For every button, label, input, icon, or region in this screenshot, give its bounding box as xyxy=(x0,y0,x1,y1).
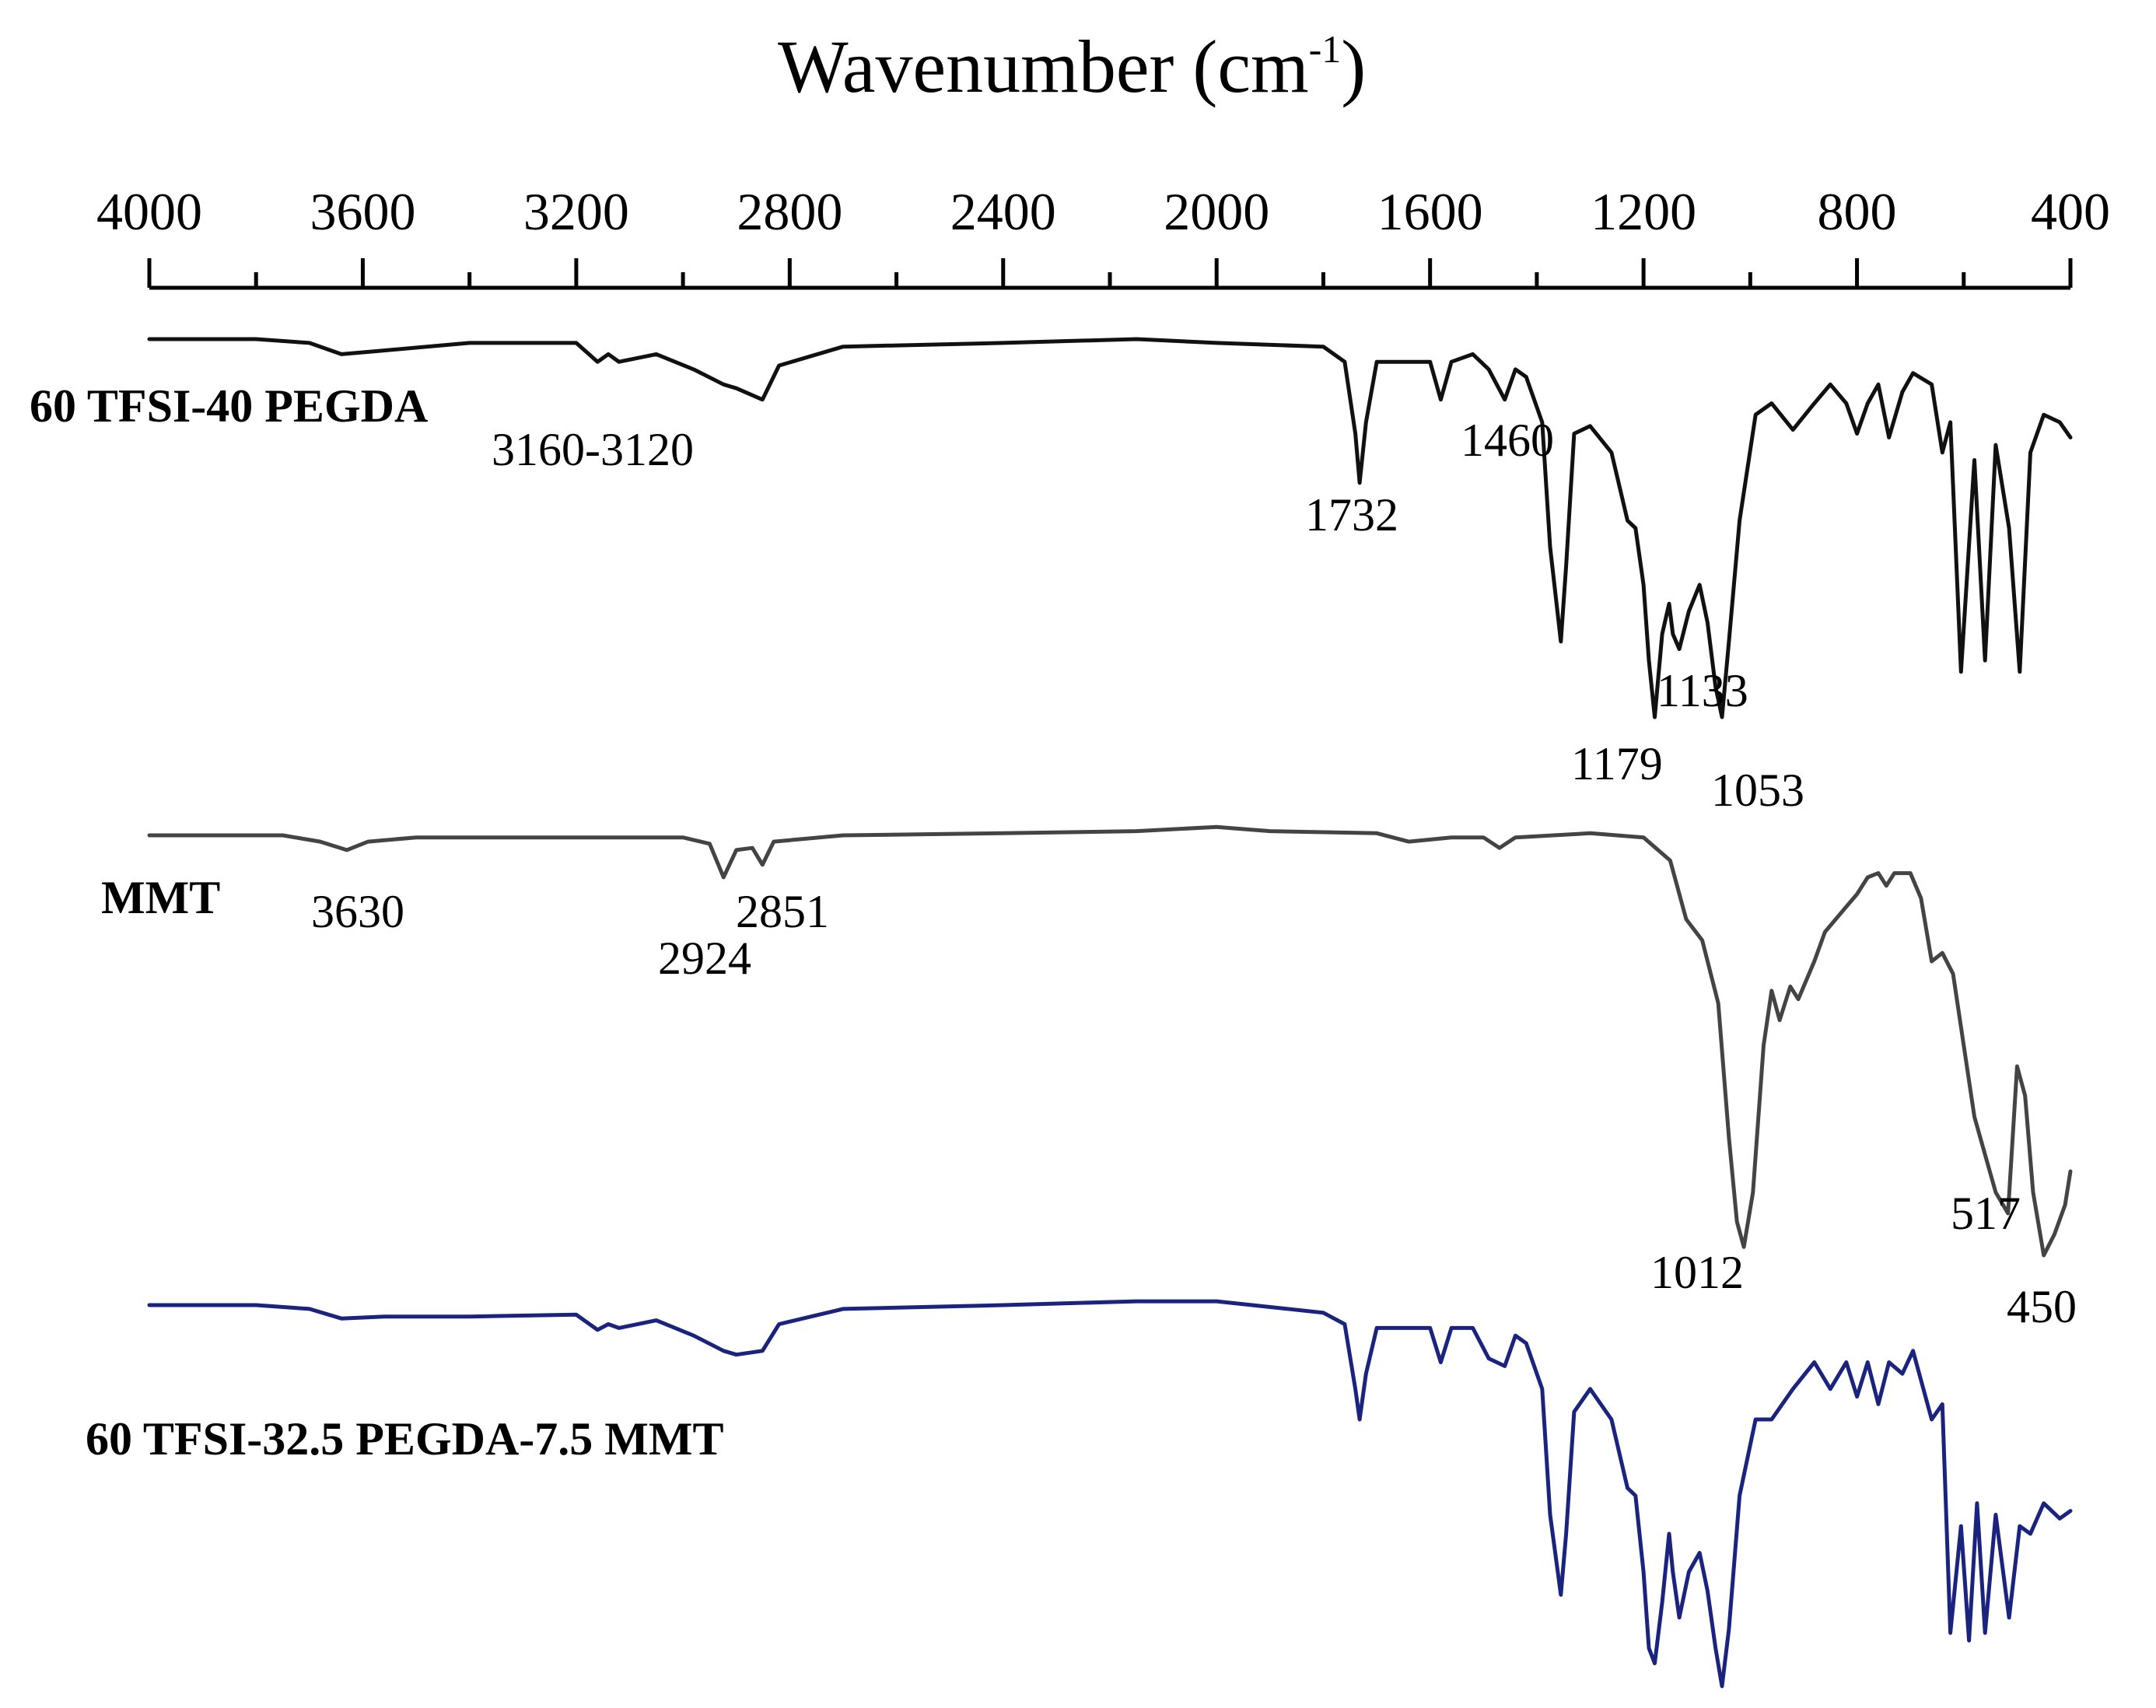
x-axis: 4000 3600 3200 2800 2400 2000 1600 1200 800 400 xyxy=(96,182,2110,290)
x-axis-title: Wavenumber (cm-1) xyxy=(778,25,1366,108)
x-tick-label: 800 xyxy=(1818,182,1897,241)
series-line-3 xyxy=(147,1299,2073,1689)
peak-label: 1012 xyxy=(1650,1247,1744,1298)
series-labels: 60 TFSI-40 PEGDA MMT 60 TFSI-32.5 PEGDA-7.… xyxy=(30,380,724,1465)
x-tick-label: 2800 xyxy=(737,182,842,241)
x-axis-title-sup: -1 xyxy=(1309,27,1342,71)
series-line-1 xyxy=(147,337,2073,719)
x-tick-label: 2000 xyxy=(1164,182,1269,241)
peak-annotations: 3160-3120 1460 1732 1133 1179 1053 3630 2851292… xyxy=(311,415,2077,1332)
series-label-3: 60 TFSI-32.5 PEGDA-7.5 MMT xyxy=(86,1413,724,1465)
x-tick-label: 400 xyxy=(2031,182,2110,241)
x-axis-title-tail: ) xyxy=(1341,25,1366,108)
x-tick-label: 1600 xyxy=(1377,182,1483,241)
series-line-2 xyxy=(147,824,2073,1258)
peak-label: 1053 xyxy=(1711,765,1804,816)
peak-label: 2924 xyxy=(658,933,751,984)
peak-label: 1460 xyxy=(1461,415,1554,466)
x-tick-label: 3600 xyxy=(310,182,415,241)
peak-label: 1179 xyxy=(1571,738,1663,789)
peak-label: 450 xyxy=(2007,1281,2077,1332)
x-tick-label: 1200 xyxy=(1591,182,1696,241)
peak-label: 1133 xyxy=(1657,665,1748,716)
series-group xyxy=(147,337,2073,1689)
series-label-1: 60 TFSI-40 PEGDA xyxy=(30,380,428,432)
series-label-2: MMT xyxy=(101,872,220,923)
x-tick-label: 4000 xyxy=(96,182,202,241)
peak-label: 517 xyxy=(1951,1188,2021,1239)
x-tick-label: 2400 xyxy=(950,182,1056,241)
peak-label: 1732 xyxy=(1305,489,1398,541)
peak-label: 3160-3120 xyxy=(492,424,694,475)
peak-label: 2851 xyxy=(736,886,829,937)
x-tick-label: 3200 xyxy=(523,182,629,241)
peak-label: 3630 xyxy=(311,886,404,937)
x-axis-title-main: Wavenumber (cm xyxy=(778,25,1309,108)
